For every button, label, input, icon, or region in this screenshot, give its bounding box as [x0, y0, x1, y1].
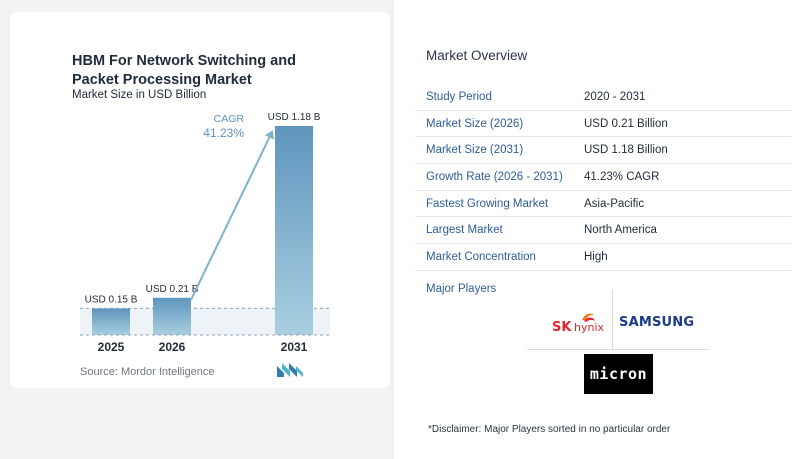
- bar-2026: [153, 297, 191, 335]
- overview-row-value: 2020 - 2031: [584, 90, 646, 103]
- logo-divider-vertical: [612, 290, 613, 350]
- sk-hynix-logo: SK hynix: [552, 313, 605, 335]
- data-label-2031: USD 1.18 B: [268, 112, 321, 123]
- overview-row-label: Growth Rate (2026 - 2031): [426, 170, 563, 183]
- overview-row-value: USD 1.18 Billion: [584, 144, 668, 157]
- overview-row: Growth Rate (2026 - 2031) 41.23% CAGR: [415, 164, 791, 191]
- micron-logo: micron: [584, 354, 653, 394]
- tick-label-2026: 2026: [159, 340, 186, 354]
- overview-row-label: Study Period: [426, 90, 492, 103]
- overview-row-label: Market Size (2026): [426, 117, 524, 130]
- tick-label-2025: 2025: [98, 340, 125, 354]
- chart-title: HBM For Network Switching and Packet Pro…: [72, 53, 296, 88]
- bar-chart: USD 0.15 B 2025 USD 0.21 B 2026 USD 1.18 B 20…: [80, 112, 330, 354]
- sk-text: SK: [552, 320, 572, 335]
- overview-row-label: Market Size (2031): [426, 144, 524, 157]
- cagr-arrow: [190, 130, 274, 301]
- overview-row-label: Largest Market: [426, 224, 503, 237]
- tick-label-2031: 2031: [281, 340, 308, 354]
- major-players-title: Major Players: [426, 283, 497, 295]
- logo-divider-horizontal: [527, 349, 710, 350]
- data-label-2025: USD 0.15 B: [85, 294, 138, 305]
- overview-row-value: 41.23% CAGR: [584, 170, 660, 183]
- disclaimer-text: *Disclaimer: Major Players sorted in no …: [428, 424, 671, 435]
- overview-row: Study Period 2020 - 2031: [415, 84, 791, 111]
- bar-2031: [275, 126, 313, 335]
- overview-row: Market Size (2031) USD 1.18 Billion: [415, 137, 791, 165]
- hynix-text: hynix: [574, 321, 605, 334]
- bar-2025: [92, 308, 130, 335]
- overview-row-label: Fastest Growing Market: [426, 197, 549, 210]
- cagr-label: CAGR: [214, 113, 245, 125]
- chart-subtitle: Market Size in USD Billion: [72, 89, 207, 101]
- samsung-logo: SAMSUNG: [619, 315, 695, 330]
- overview-title: Market Overview: [426, 48, 528, 63]
- overview-row: Fastest Growing Market Asia-Pacific: [415, 191, 791, 218]
- overview-row-label: Market Concentration: [426, 250, 536, 263]
- overview-row-value: North America: [584, 224, 657, 237]
- source-text: Source: Mordor Intelligence: [80, 366, 215, 378]
- overview-table: Study Period 2020 - 2031 Market Size (2026…: [415, 84, 791, 271]
- overview-row-value: Asia-Pacific: [584, 197, 645, 210]
- cagr-value: 41.23%: [203, 126, 244, 140]
- mordor-intelligence-logo-icon: [277, 363, 303, 377]
- overview-row: Largest Market North America: [415, 217, 791, 245]
- data-label-2026: USD 0.21 B: [146, 284, 199, 295]
- overview-row: Market Size (2026) USD 0.21 Billion: [415, 111, 791, 138]
- overview-row-value: High: [584, 250, 608, 263]
- overview-row: Market Concentration High: [415, 244, 791, 271]
- overview-row-value: USD 0.21 Billion: [584, 117, 668, 130]
